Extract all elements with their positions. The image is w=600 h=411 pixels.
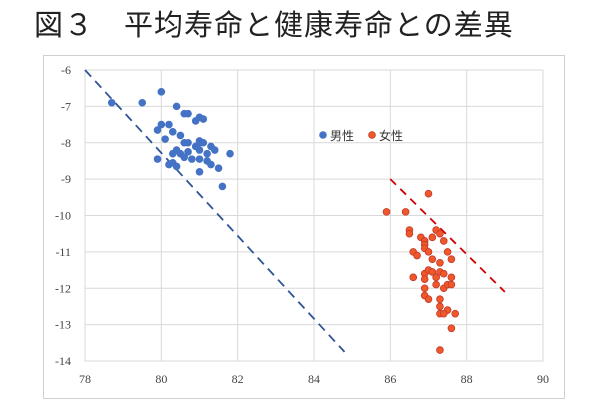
male-data-point (195, 155, 204, 163)
female-data-point (451, 309, 460, 318)
female-data-point (401, 208, 410, 216)
female-data-point (424, 189, 433, 198)
legend-marker-male (319, 131, 327, 139)
male-data-point (218, 182, 227, 191)
male-data-point (153, 126, 162, 134)
female-data-point (447, 255, 456, 263)
x-tick-label: 90 (537, 372, 549, 386)
male-data-point (195, 137, 204, 145)
male-data-point (188, 155, 196, 163)
male-data-point (191, 117, 200, 125)
male-data-point (165, 160, 173, 169)
male-trendline (84, 69, 346, 353)
male-data-point (180, 153, 189, 162)
female-data-point (436, 258, 444, 267)
legend-label-male: 男性 (330, 129, 354, 143)
female-data-point (432, 280, 440, 289)
female-data-point (436, 229, 444, 238)
male-data-point (157, 120, 166, 129)
male-data-point (195, 146, 204, 154)
male-data-point (184, 138, 192, 147)
male-data-point (203, 149, 211, 158)
male-data-point (161, 135, 169, 143)
legend-label-female: 女性 (379, 128, 403, 143)
male-data-point (199, 115, 208, 123)
x-tick-label: 80 (155, 372, 167, 386)
female-data-point (436, 302, 444, 311)
y-tick-label: -12 (55, 281, 71, 295)
male-data-point (153, 155, 162, 163)
male-data-point (157, 88, 166, 96)
male-data-point (165, 120, 173, 129)
male-data-point (168, 149, 177, 158)
y-tick-label: -11 (55, 245, 71, 259)
x-tick-label: 86 (384, 372, 396, 386)
y-tick-label: -8 (61, 136, 71, 150)
male-data-point (210, 146, 219, 154)
female-data-point (420, 284, 429, 293)
female-data-point (436, 346, 444, 354)
female-data-point (428, 255, 437, 263)
male-data-point (172, 102, 181, 111)
male-data-point (172, 162, 181, 171)
x-tick-label: 84 (308, 372, 320, 386)
x-tick-label: 82 (232, 372, 244, 386)
female-trendline (389, 178, 506, 293)
female-data-point (420, 275, 429, 283)
female-data-point (428, 268, 437, 276)
female-data-point (447, 280, 456, 289)
female-data-point (443, 248, 452, 256)
female-data-point (436, 295, 444, 303)
female-data-point (424, 295, 433, 303)
y-tick-label: -10 (55, 209, 71, 223)
female-data-point (405, 229, 414, 238)
y-tick-label: -7 (61, 99, 71, 113)
male-data-point (107, 98, 116, 107)
female-data-point (424, 248, 433, 256)
female-data-point (447, 324, 456, 333)
male-data-point (207, 160, 215, 169)
chart-frame (43, 55, 565, 399)
male-data-point (168, 128, 177, 136)
male-data-point (180, 109, 189, 118)
male-data-point (184, 148, 192, 156)
x-tick-label: 78 (79, 372, 91, 386)
male-data-point (226, 149, 234, 158)
y-tick-label: -13 (55, 318, 71, 332)
female-data-point (409, 273, 418, 282)
male-data-point (195, 168, 204, 176)
x-tick-label: 88 (461, 372, 473, 386)
male-data-point (176, 131, 185, 140)
female-data-point (382, 208, 391, 216)
female-data-point (432, 273, 440, 282)
female-data-point (439, 237, 448, 245)
male-data-point (214, 164, 223, 173)
y-tick-label: -14 (55, 354, 71, 368)
male-data-point (138, 98, 147, 107)
y-tick-label: -9 (61, 172, 71, 186)
female-data-point (439, 269, 448, 278)
legend-marker-female (368, 131, 376, 139)
female-data-point (428, 233, 437, 242)
y-tick-label: -6 (61, 63, 71, 77)
female-data-point (413, 251, 421, 260)
female-data-point (447, 273, 456, 282)
chart-title: 図３ 平均寿命と健康寿命との差異 (34, 8, 514, 42)
female-data-point (439, 309, 448, 318)
